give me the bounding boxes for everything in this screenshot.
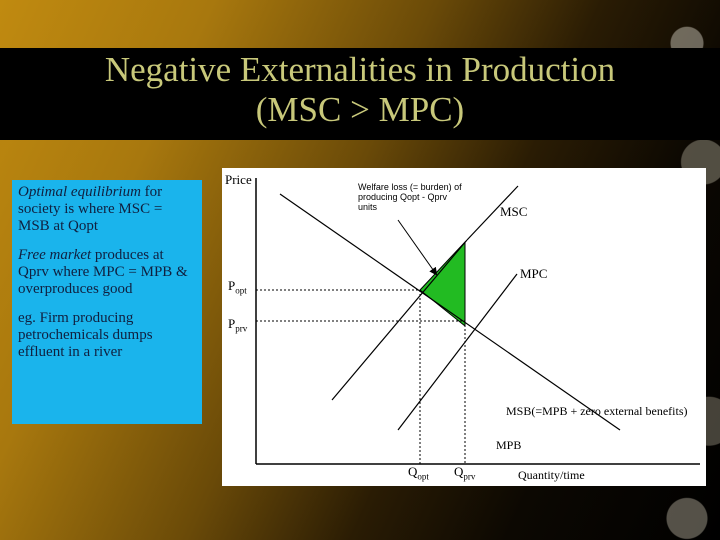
msc-line-lower	[331, 239, 468, 401]
price-prv-label: Pprv	[228, 316, 247, 334]
y-axis-label: Price	[225, 172, 252, 187]
mpc-label: MPC	[520, 266, 548, 281]
qty-opt-main: Q	[408, 464, 418, 479]
paragraph-free-market: Free market produces at Qprv where MPC =…	[18, 247, 196, 298]
optimal-emphasis: Optimal equilibrium	[18, 184, 141, 200]
slide-title: Negative Externalities in Production (MS…	[0, 50, 720, 130]
msc-label: MSC	[500, 204, 528, 219]
x-axis-label: Quantity/time	[518, 468, 585, 482]
price-opt-label: Popt	[228, 278, 247, 296]
title-line-2: (MSC > MPC)	[255, 90, 465, 129]
title-band	[0, 48, 720, 140]
diagram-svg	[255, 178, 700, 465]
qty-prv-main: Q	[454, 464, 464, 479]
explanation-panel: Optimal equilibrium for society is where…	[12, 180, 202, 424]
welfare-arrow	[397, 219, 438, 276]
title-line-1: Negative Externalities in Production	[104, 50, 616, 89]
msc-line	[466, 185, 519, 241]
mpc-curve	[397, 273, 518, 431]
qty-prv-label: Qprv	[454, 464, 475, 482]
mpb-label: MPB	[496, 438, 522, 452]
qty-opt-label: Qopt	[408, 464, 429, 482]
price-prv-main: P	[228, 316, 236, 331]
qty-prv-sub: prv	[463, 471, 476, 482]
qty-opt-sub: opt	[417, 471, 429, 482]
externality-diagram: Price Welfare loss (= burden) of produci…	[222, 168, 706, 486]
welfare-loss-triangle	[419, 240, 466, 328]
paragraph-example: eg. Firm producing petrochemicals dumps …	[18, 310, 153, 360]
msb-label: MSB(=MPB + zero external benefits)	[506, 404, 688, 418]
optimal-text: for society is where MSC = MSB at Qopt	[18, 184, 163, 234]
free-market-text: produces at Qprv where MPC = MPB & overp…	[18, 247, 188, 297]
welfare-loss-note: Welfare loss (= burden) of producing Qop…	[358, 182, 462, 212]
price-prv-sub: prv	[235, 323, 248, 334]
free-market-emphasis: Free market	[18, 247, 92, 263]
price-opt-main: P	[228, 278, 236, 293]
price-opt-sub: opt	[235, 285, 247, 296]
msb-curve	[279, 193, 621, 431]
paragraph-optimal: Optimal equilibrium for society is where…	[18, 184, 196, 235]
